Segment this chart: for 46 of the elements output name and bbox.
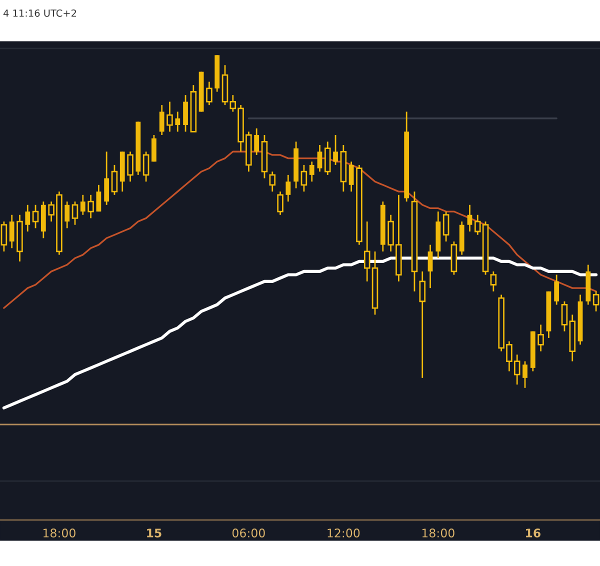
candlestick	[127, 150, 134, 182]
candlestick	[467, 204, 472, 232]
candlestick	[269, 170, 276, 192]
x-tick-label: 12:00	[328, 528, 360, 538]
candlestick	[348, 160, 354, 192]
x-tick-label: 18:00	[422, 528, 454, 538]
candlestick	[333, 134, 338, 166]
candlestick	[317, 144, 322, 172]
candlestick	[32, 204, 39, 229]
candlestick	[254, 128, 260, 156]
candlestick	[522, 360, 528, 389]
candlestick	[166, 101, 173, 132]
candlestick	[111, 164, 118, 196]
candlestick	[175, 111, 180, 132]
candlestick	[152, 134, 156, 162]
candlestick	[592, 290, 600, 312]
candlestick	[300, 164, 308, 192]
candlestick	[419, 270, 426, 379]
candlestick	[554, 274, 560, 306]
x-tick-label: 18:00	[43, 528, 76, 538]
candlestick	[206, 81, 212, 106]
candlestick	[159, 104, 164, 136]
candlestick	[490, 270, 497, 292]
candlestick	[9, 214, 14, 249]
candlestick	[538, 324, 544, 352]
candlestick	[286, 174, 291, 202]
candlestick	[0, 220, 8, 252]
candlestick	[64, 200, 70, 229]
candlestick	[442, 210, 450, 242]
text: 4 11:16 UTC+2	[3, 9, 76, 17]
x-tick-label: 06:00	[232, 528, 265, 538]
candlestick	[104, 150, 110, 206]
x-tick-label: 16	[526, 528, 540, 538]
candlestick	[428, 244, 433, 289]
candlestick	[80, 194, 86, 216]
candlestick	[72, 200, 78, 226]
candlestick	[183, 94, 188, 132]
candlestick	[142, 150, 150, 182]
candlestick	[324, 140, 331, 176]
candlestick	[364, 220, 370, 282]
candlestick	[25, 204, 30, 232]
x-tick-label: 15	[147, 528, 162, 538]
candlestick	[96, 184, 102, 212]
candlestick	[277, 190, 284, 216]
candlestick	[309, 160, 314, 182]
candlestick	[88, 194, 94, 219]
